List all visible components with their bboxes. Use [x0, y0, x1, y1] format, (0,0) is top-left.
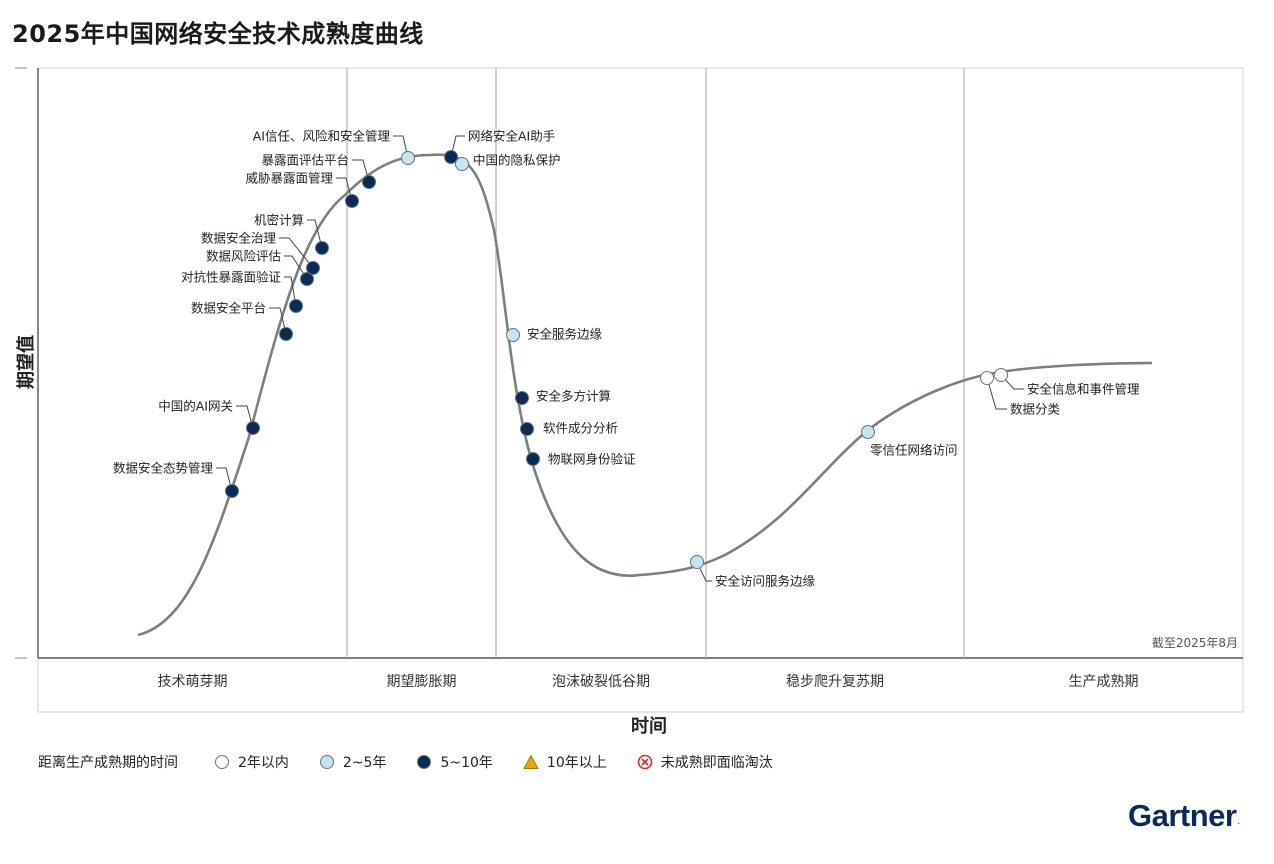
legend-marker-icon: [215, 755, 229, 769]
legend-item: 2~5年: [319, 752, 387, 772]
point-label: 安全多方计算: [536, 389, 611, 404]
label-leader-line: [279, 237, 314, 269]
point-label: 数据安全治理: [201, 231, 277, 246]
as-of-date: 截至2025年8月: [1152, 636, 1238, 650]
point-labels: 数据安全态势管理 中国的AI网关 数据安全平台 对抗性暴露面验证 数据风险评估 数据安全治…: [113, 129, 1140, 589]
hype-curve: [137, 153, 1153, 637]
point-label: 中国的AI网关: [158, 399, 233, 414]
label-leader-line: [393, 135, 409, 159]
data-point: [289, 299, 303, 313]
label-leader-line: [216, 467, 233, 492]
data-point: [300, 272, 314, 286]
legend-label: 未成熟即面临淘汰: [660, 755, 773, 771]
data-point: [515, 391, 529, 405]
data-point: [526, 452, 540, 466]
label-leader-line: [450, 135, 465, 158]
data-point: [444, 150, 458, 164]
point-label: 安全服务边缘: [527, 327, 603, 342]
data-point: [306, 261, 320, 275]
phase-label: 泡沫破裂低谷期: [552, 674, 650, 690]
point-label: 零信任网络访问: [870, 443, 958, 458]
legend-item: 未成熟即面临淘汰: [637, 752, 773, 772]
phase-label: 技术萌芽期: [158, 674, 228, 690]
data-point: [980, 371, 994, 385]
label-leader-line: [284, 276, 297, 307]
data-point: [520, 422, 534, 436]
data-point: [246, 421, 260, 435]
legend-marker-icon: [417, 755, 432, 769]
legend-label: 2年以内: [238, 755, 289, 771]
point-label: AI信任、风险和安全管理: [253, 129, 391, 144]
label-leader-line: [307, 219, 323, 249]
brand-name: Gartner: [1128, 798, 1237, 833]
data-point: [401, 151, 415, 165]
chart-title: 2025年中国网络安全技术成熟度曲线: [12, 20, 424, 48]
legend-label: 10年以上: [546, 755, 607, 771]
data-point: [506, 328, 520, 342]
point-label: 机密计算: [254, 213, 304, 228]
x-axis-title: 时间: [631, 716, 667, 737]
data-point: [345, 194, 359, 208]
data-point: [455, 157, 469, 171]
legend-marker-icon: [637, 754, 653, 770]
point-label: 数据安全态势管理: [113, 461, 214, 476]
phase-label: 稳步爬升复苏期: [786, 673, 884, 690]
point-label: 数据安全平台: [191, 301, 266, 316]
label-leader-line: [696, 561, 712, 582]
label-leader-line: [284, 255, 308, 280]
legend-label: 5~10年: [440, 755, 493, 771]
point-label: 暴露面评估平台: [261, 153, 349, 168]
label-leaders: [216, 135, 1024, 582]
phase-label: 期望膨胀期: [387, 673, 457, 690]
y-axis-title: 期望值: [15, 335, 37, 389]
chart-frame: [15, 67, 1244, 713]
label-leader-line: [352, 159, 370, 183]
data-point: [690, 555, 704, 569]
data-point: [279, 327, 293, 341]
data-point: [225, 484, 239, 498]
legend-marker-icon: [319, 755, 334, 769]
point-label: 对抗性暴露面验证: [181, 270, 282, 285]
phase-label: 生产成熟期: [1069, 674, 1139, 690]
legend-label: 2~5年: [342, 755, 387, 771]
point-label: 网络安全AI助手: [468, 129, 555, 144]
point-label: 数据分类: [1010, 402, 1061, 417]
data-points: [225, 150, 1008, 569]
phase-labels: 技术萌芽期 期望膨胀期 泡沫破裂低谷期 稳步爬升复苏期 生产成熟期: [158, 673, 1139, 690]
point-label: 安全访问服务边缘: [715, 574, 816, 589]
point-label: 数据风险评估: [206, 249, 281, 264]
label-leader-line: [336, 177, 353, 202]
point-label: 物联网身份验证: [548, 452, 636, 467]
data-point: [861, 425, 875, 439]
point-label: 软件成分分析: [543, 421, 618, 436]
legend-item: 2年以内: [214, 752, 289, 772]
data-point: [315, 241, 329, 255]
label-leader-line: [269, 307, 287, 335]
data-point: [994, 368, 1008, 382]
label-leader-line: [236, 405, 254, 429]
legend-item: 10年以上: [523, 752, 607, 772]
label-leader-line: [986, 377, 1007, 410]
legend-item: 5~10年: [416, 752, 493, 772]
point-label: 安全信息和事件管理: [1027, 382, 1140, 397]
legend: 距离生产成熟期的时间 2年以内 2~5年 5~10年 10年以上 未成熟即面临淘汰: [38, 752, 803, 772]
data-point: [362, 175, 376, 189]
legend-title: 距离生产成熟期的时间: [38, 755, 178, 771]
gartner-logo: Gartner.: [1128, 798, 1240, 833]
point-label: 中国的隐私保护: [473, 153, 561, 168]
legend-marker-icon: [523, 754, 539, 769]
point-label: 威胁暴露面管理: [245, 171, 333, 186]
